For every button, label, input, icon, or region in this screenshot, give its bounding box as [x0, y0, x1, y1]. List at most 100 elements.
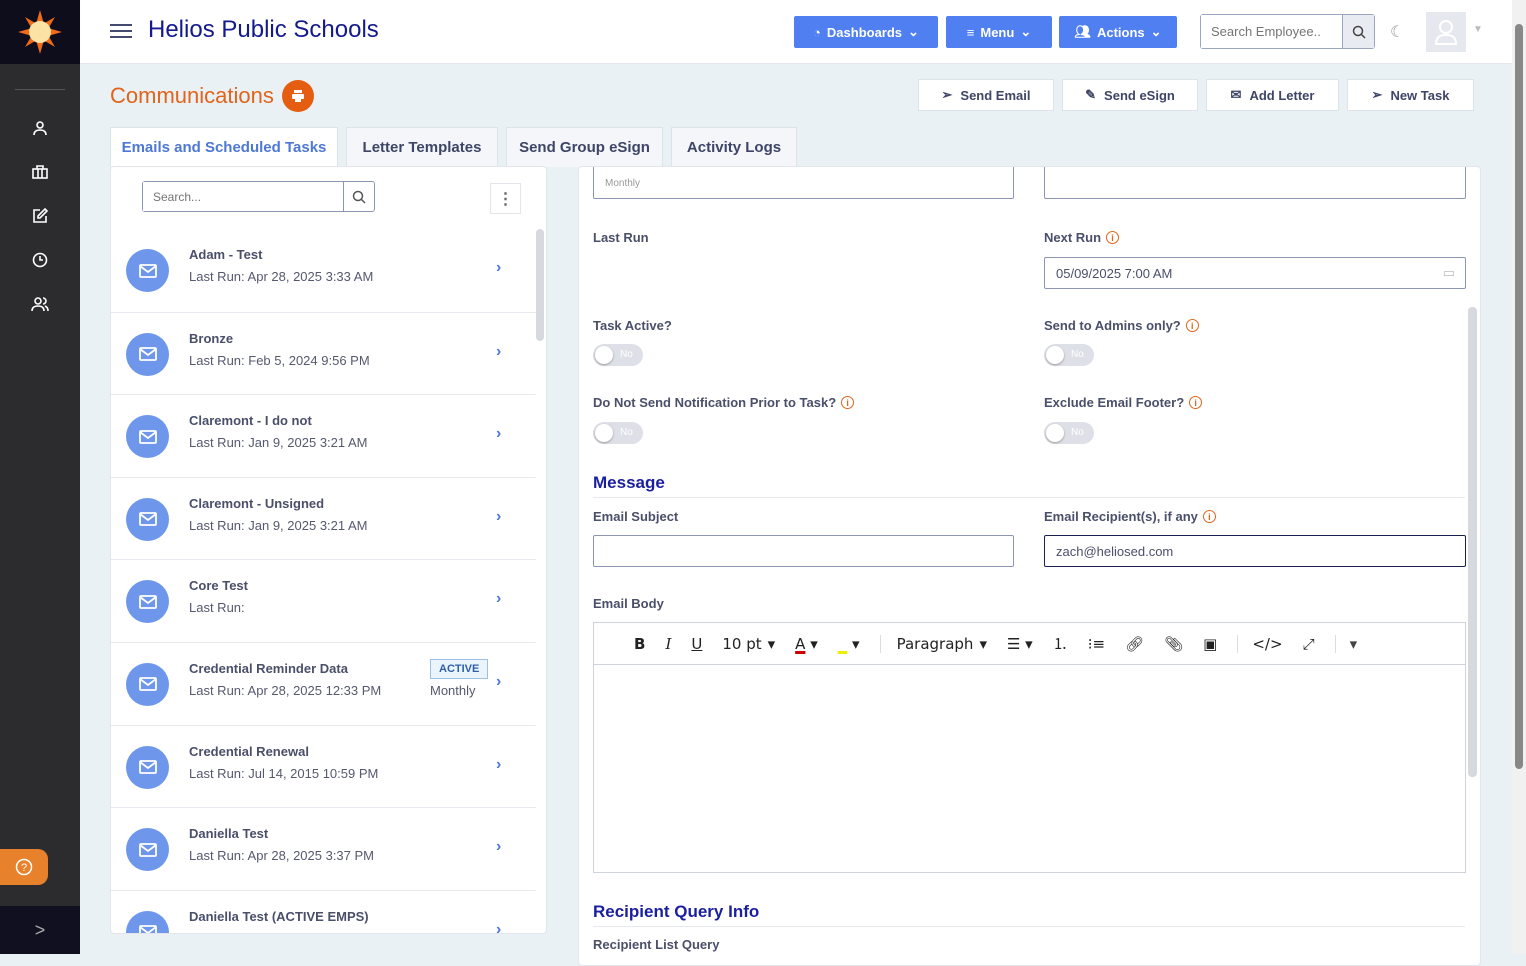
align-button[interactable]: ☰ ▾	[1006, 634, 1033, 653]
info-icon[interactable]: i	[841, 396, 855, 409]
email-recipients-input[interactable]: zach@heliosed.com	[1044, 535, 1466, 567]
caret-down-icon[interactable]: ▼	[1473, 24, 1483, 35]
bold-button[interactable]: B	[634, 634, 646, 653]
info-icon[interactable]: i	[1202, 510, 1216, 523]
highlight-color-button[interactable]: ▾	[847, 634, 860, 653]
briefcase-icon[interactable]	[0, 150, 80, 194]
email-subject-input[interactable]	[593, 535, 1014, 567]
dark-mode-moon-icon[interactable]: ☾	[1390, 24, 1405, 41]
info-icon[interactable]: i	[1185, 319, 1199, 332]
list-scrollbar[interactable]	[536, 229, 544, 341]
employee-search-input[interactable]	[1201, 15, 1342, 48]
email-body-label: Email Body	[593, 596, 664, 611]
text-color-button[interactable]: A ▾	[795, 634, 818, 653]
toggle-state: No	[620, 349, 633, 360]
sun-logo[interactable]	[0, 0, 80, 64]
tab-letter-templates[interactable]: Letter Templates	[346, 127, 498, 167]
chevron-right-icon[interactable]: ›	[496, 920, 502, 934]
info-icon[interactable]: i	[1189, 396, 1203, 409]
info-icon[interactable]: i	[1106, 231, 1120, 244]
list-item[interactable]: Claremont - Unsigned Last Run: Jan 9, 20…	[111, 476, 536, 560]
chevron-right-icon[interactable]: ›	[496, 755, 502, 773]
no-notification-toggle[interactable]: No	[593, 422, 643, 444]
numbered-list-icon[interactable]: ⒈	[1052, 635, 1068, 653]
list-item[interactable]: Bronze Last Run: Feb 5, 2024 9:56 PM ›	[111, 311, 536, 395]
list-item[interactable]: Credential Reminder Data Last Run: Apr 2…	[111, 641, 536, 725]
exclude-footer-label: Exclude Email Footer? i	[1044, 395, 1203, 410]
tab-emails-scheduled-tasks[interactable]: Emails and Scheduled Tasks	[110, 127, 338, 167]
chevron-right-icon[interactable]: ›	[496, 672, 502, 690]
edit-icon[interactable]	[0, 194, 80, 238]
chevron-right-icon[interactable]: ›	[496, 425, 502, 443]
fullscreen-icon[interactable]: ⤢	[1302, 634, 1315, 653]
actions-button[interactable]: 👥︎ Actions ⌄	[1059, 16, 1177, 48]
exclude-footer-toggle[interactable]: No	[1044, 422, 1094, 444]
app-title: Helios Public Schools	[148, 16, 379, 43]
list-item[interactable]: Core Test Last Run: ›	[111, 559, 536, 642]
search-icon[interactable]	[1342, 15, 1374, 48]
item-name: Daniella Test (ACTIVE EMPS)	[189, 908, 369, 924]
page-scrollbar[interactable]	[1512, 0, 1526, 954]
tab-send-group-esign[interactable]: Send Group eSign	[506, 127, 663, 167]
employee-search	[1200, 14, 1375, 49]
search-icon[interactable]	[343, 182, 374, 211]
actions-label: Actions	[1096, 24, 1145, 40]
next-run-datetime-input[interactable]: 05/09/2025 7:00 AM ▭	[1044, 257, 1466, 289]
send-icon: ➢	[1371, 87, 1383, 102]
send-email-button[interactable]: ➢ Send Email	[918, 79, 1054, 111]
detail-scrollbar[interactable]	[1468, 307, 1477, 777]
calendar-icon[interactable]: ▭	[1442, 265, 1455, 280]
block-format-select[interactable]: Paragraph ▾	[879, 634, 987, 653]
menu-button[interactable]: ≡ Menu ⌄	[946, 16, 1052, 48]
list-item[interactable]: Credential Renewal Last Run: Jul 14, 201…	[111, 724, 536, 808]
chevron-right-icon[interactable]: ›	[496, 259, 502, 276]
recipient-query-label: Recipient List Query	[593, 937, 719, 952]
chevron-right-icon[interactable]: ›	[496, 838, 502, 856]
item-name: Core Test	[189, 578, 248, 594]
frequency-select[interactable]: Monthly	[593, 167, 1014, 199]
item-name: Bronze	[189, 330, 234, 346]
schedule-field[interactable]	[1044, 167, 1466, 199]
list-item[interactable]: Claremont - I do not Last Run: Jan 9, 20…	[111, 394, 536, 477]
image-icon[interactable]: ▣	[1203, 634, 1218, 653]
list-item[interactable]: Adam - Test Last Run: Apr 28, 2025 3:33 …	[111, 229, 536, 312]
user-icon[interactable]	[0, 106, 80, 150]
avatar[interactable]	[1426, 12, 1466, 52]
list-search-input[interactable]	[143, 182, 343, 211]
attachment-paperclip-icon[interactable]: 📎︎	[1164, 634, 1184, 653]
expand-sidebar-chevron-icon[interactable]: >	[0, 906, 80, 954]
font-size-select[interactable]: 10 pt ▾	[722, 634, 776, 653]
code-view-icon[interactable]: </>	[1237, 634, 1283, 653]
pen-icon: ✎	[1085, 87, 1097, 102]
underline-button[interactable]: U	[691, 634, 703, 653]
no-notification-label: Do Not Send Notification Prior to Task? i	[593, 395, 855, 410]
new-task-button[interactable]: ➢ New Task	[1347, 79, 1474, 111]
task-active-toggle[interactable]: No	[593, 344, 643, 366]
pie-chart-icon: ◔	[813, 24, 821, 40]
add-letter-button[interactable]: ✉ Add Letter	[1206, 79, 1339, 111]
italic-button[interactable]: I	[665, 634, 672, 653]
send-esign-button[interactable]: ✎ Send eSign	[1062, 79, 1198, 111]
item-name: Claremont - Unsigned	[189, 495, 325, 511]
envelope-icon	[126, 415, 169, 459]
chevron-right-icon[interactable]: ›	[496, 342, 502, 360]
print-button[interactable]	[281, 80, 314, 112]
email-recipients-label-text: Email Recipient(s), if any	[1044, 509, 1198, 524]
tab-activity-logs[interactable]: Activity Logs	[671, 127, 797, 167]
chevron-right-icon[interactable]: ›	[496, 507, 502, 525]
users-icon[interactable]	[0, 282, 80, 326]
clock-icon[interactable]	[0, 238, 80, 282]
admins-only-toggle[interactable]: No	[1044, 344, 1094, 366]
hamburger-menu-icon[interactable]	[110, 20, 132, 42]
bullet-list-icon[interactable]: ⁝≡	[1087, 634, 1106, 653]
help-button[interactable]: ?	[0, 849, 48, 885]
dashboards-button[interactable]: ◔ Dashboards ⌄	[794, 16, 938, 48]
more-options-kebab-icon[interactable]: ⋮	[490, 183, 521, 214]
message-heading: Message	[593, 473, 1465, 498]
link-icon[interactable]: 🔗︎	[1125, 634, 1145, 653]
chevron-right-icon[interactable]: ›	[496, 590, 502, 608]
list-item[interactable]: Daniella Test (ACTIVE EMPS) ›	[111, 889, 536, 934]
more-toolbar-caret-icon[interactable]: ▾	[1334, 634, 1357, 653]
list-item[interactable]: Daniella Test Last Run: Apr 28, 2025 3:3…	[111, 807, 536, 890]
editor-toolbar: B I U 10 pt ▾ A ▾ ▾ Paragraph ▾ ☰ ▾ ⒈ ⁝≡ 🔗…	[594, 623, 1465, 665]
